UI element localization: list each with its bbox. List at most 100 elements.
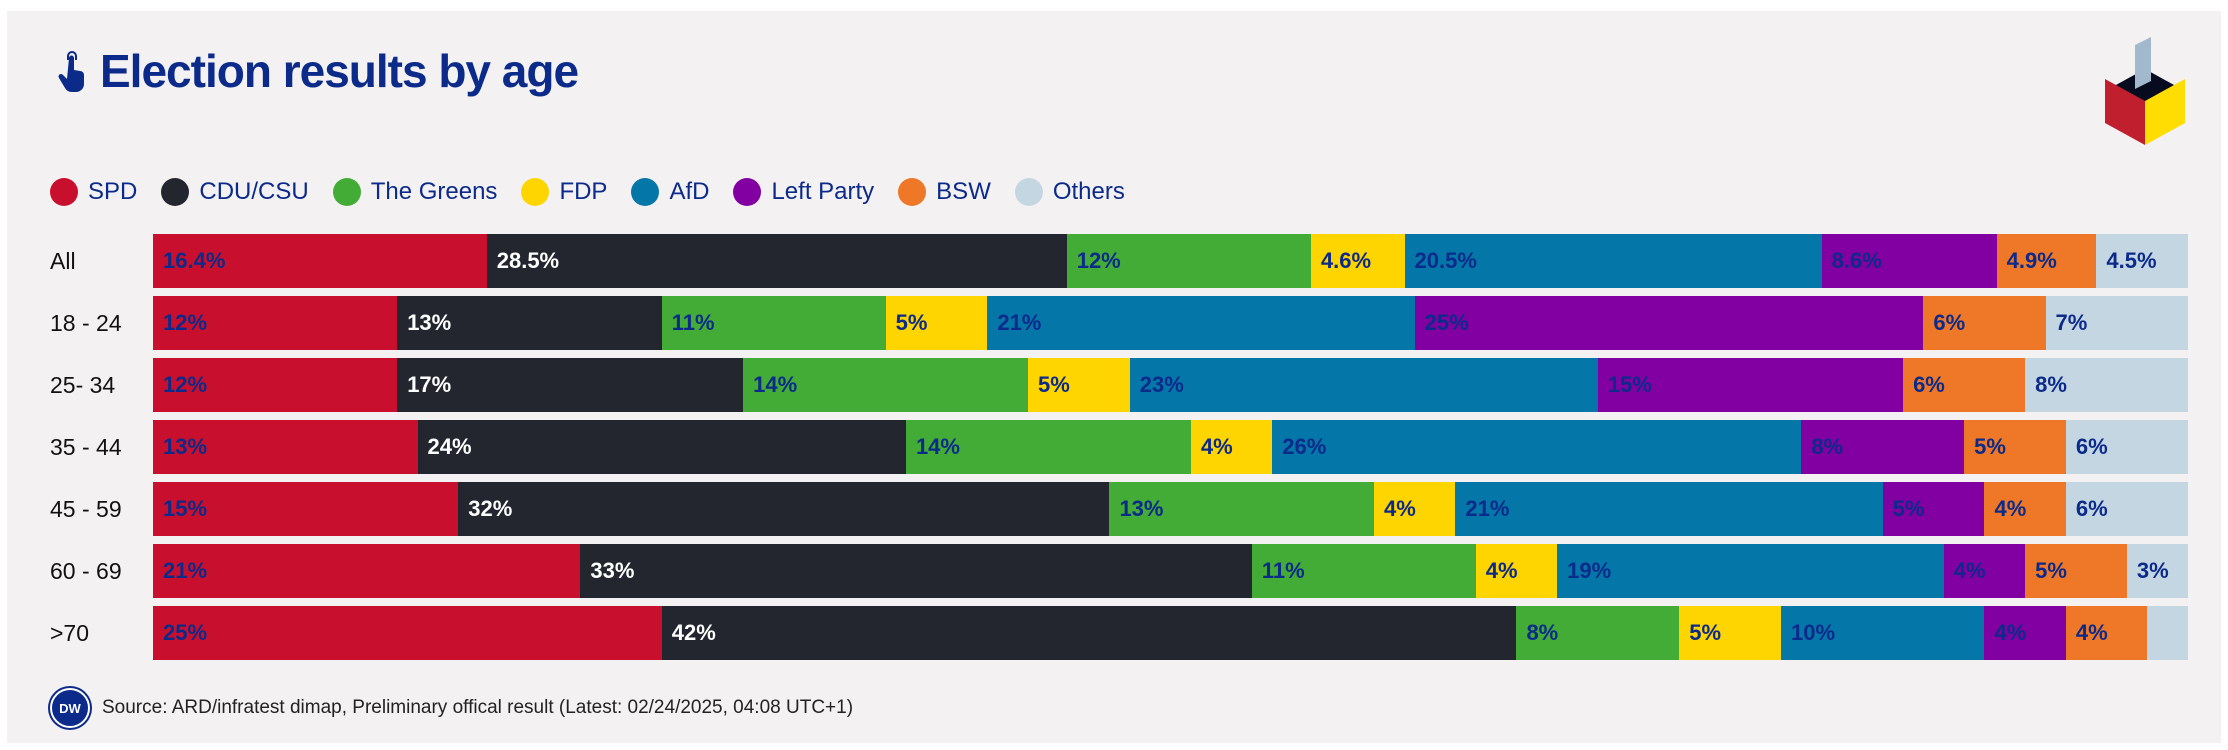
bar-segment: 4.5% <box>2096 234 2188 288</box>
stacked-bar: 12% 13% 11% 5% 21% 25% 6% 7% <box>153 296 2188 350</box>
bar-row: >70 25% 42% 8% 5% 10% 4% 4% <box>0 606 2228 660</box>
bar-segment: 12% <box>153 296 398 350</box>
legend-label: The Greens <box>370 178 498 205</box>
stacked-bar: 21% 33% 11% 4% 19% 4% 5% 3% <box>153 544 2188 598</box>
data-label: 11% <box>671 310 715 335</box>
legend-item: BSW <box>898 178 991 206</box>
row-label: 25- 34 <box>50 372 116 398</box>
data-label: 4.5% <box>2106 248 2157 273</box>
bar-segment: 32% <box>458 482 1110 536</box>
stacked-bar: 12% 17% 14% 5% 23% 15% 6% 8% <box>153 358 2188 412</box>
data-label: 8% <box>1811 434 1844 459</box>
bar-segment: 5% <box>1028 358 1130 412</box>
bar-segment: 13% <box>153 420 418 474</box>
stacked-bar: 13% 24% 14% 4% 26% 8% 5% 6% <box>153 420 2188 474</box>
chart-title: Election results by age <box>100 45 579 97</box>
data-label: 14% <box>915 434 960 459</box>
bar-segment: 20.5% <box>1404 234 1822 288</box>
data-label: 4% <box>2075 620 2108 645</box>
legend-item: SPD <box>50 178 137 206</box>
legend-item: FDP <box>521 178 607 206</box>
data-label: 8% <box>1526 620 1559 645</box>
legend-label: FDP <box>559 178 608 205</box>
bar-segment: 19% <box>1557 544 1944 598</box>
bar-row: All 16.4% 28.5% 12% 4.6% 20.5% 8.6% 4.9% 4.5% <box>0 234 2228 288</box>
legend-swatch <box>898 178 927 206</box>
data-label: 21% <box>163 558 208 583</box>
bar-segment: 12% <box>1066 234 1311 288</box>
bar-segment: 5% <box>885 296 988 350</box>
data-label: 5% <box>2035 558 2067 583</box>
row-label: All <box>50 248 76 274</box>
legend-label: CDU/CSU <box>199 178 309 205</box>
bar-segment: 6% <box>2065 420 2188 474</box>
data-label: 13% <box>407 310 452 335</box>
bar-segment <box>2147 606 2188 660</box>
bar-segment: 21% <box>153 544 581 598</box>
bar-segment: 8% <box>2025 358 2188 412</box>
bar-segment: 23% <box>1129 358 1598 412</box>
data-label: 26% <box>1282 434 1327 459</box>
data-label: 42% <box>671 620 716 645</box>
legend: SPD CDU/CSU The Greens FDP AfD Left Party BSW O… <box>50 178 1125 206</box>
bar-segment: 4% <box>2065 606 2148 660</box>
data-label: 4% <box>1200 434 1233 459</box>
data-label: 13% <box>163 434 208 459</box>
data-label: 5% <box>1974 434 2006 459</box>
legend-swatch <box>332 178 361 206</box>
data-label: 4% <box>1383 496 1416 521</box>
bar-segment: 21% <box>987 296 1415 350</box>
data-label: 4% <box>1994 620 2027 645</box>
legend-label: Others <box>1052 178 1125 205</box>
data-label: 11% <box>1261 558 1305 583</box>
data-label: 10% <box>1790 620 1836 645</box>
bar-segment: 25% <box>153 606 662 660</box>
data-label: 3% <box>2136 558 2169 583</box>
stacked-bar: 25% 42% 8% 5% 10% 4% 4% <box>153 606 2188 660</box>
bar-segment: 33% <box>580 544 1252 598</box>
data-label: 32% <box>468 496 513 521</box>
bar-segment: 6% <box>1923 296 2046 350</box>
data-label: 15% <box>1607 372 1652 397</box>
bar-segment: 5% <box>1882 482 1985 536</box>
data-label: 4.6% <box>1320 248 1372 273</box>
data-label: 6% <box>2075 496 2108 521</box>
row-label: >70 <box>50 620 90 646</box>
legend-item: AfD <box>631 178 709 206</box>
row-label: 35 - 44 <box>50 434 122 460</box>
bar-segment: 4% <box>1984 482 2066 536</box>
bar-segment: 4% <box>1984 606 2066 660</box>
data-label: 13% <box>1119 496 1164 521</box>
bar-segment: 11% <box>1251 544 1476 598</box>
bar-segment: 4% <box>1475 544 1558 598</box>
data-label: 5% <box>1689 620 1722 645</box>
data-label: 12% <box>1076 248 1121 273</box>
bar-row: 45 - 59 15% 32% 13% 4% 21% 5% 4% 6% <box>0 482 2228 536</box>
legend-swatch <box>733 178 762 206</box>
bar-segment: 14% <box>743 358 1029 412</box>
bar-segment: 8% <box>1801 420 1965 474</box>
legend-swatch <box>50 178 78 206</box>
data-label: 12% <box>163 310 208 335</box>
source-text: Source: ARD/infratest dimap, Preliminary… <box>102 697 854 718</box>
data-label: 6% <box>2075 434 2108 459</box>
bar-segment: 5% <box>1964 420 2066 474</box>
bar-segment: 3% <box>2126 544 2188 598</box>
bar-segment: 16.4% <box>153 234 487 288</box>
data-label: 21% <box>997 310 1042 335</box>
bar-segment: 6% <box>2065 482 2188 536</box>
legend-swatch <box>631 178 660 206</box>
data-label: 5% <box>1038 372 1070 397</box>
data-label: 4% <box>1953 558 1986 583</box>
legend-label: BSW <box>936 178 991 205</box>
pointer-hand-icon <box>58 51 84 93</box>
legend-item: Left Party <box>733 178 874 206</box>
data-label: 20.5% <box>1414 248 1477 273</box>
data-label: 16.4% <box>163 248 226 273</box>
data-label: 5% <box>895 310 928 335</box>
bar-segment: 25% <box>1414 296 1924 350</box>
data-label: 12% <box>163 372 208 397</box>
dw-logo: DW <box>50 688 90 728</box>
data-label: 4% <box>1485 558 1518 583</box>
row-label: 18 - 24 <box>50 310 122 336</box>
